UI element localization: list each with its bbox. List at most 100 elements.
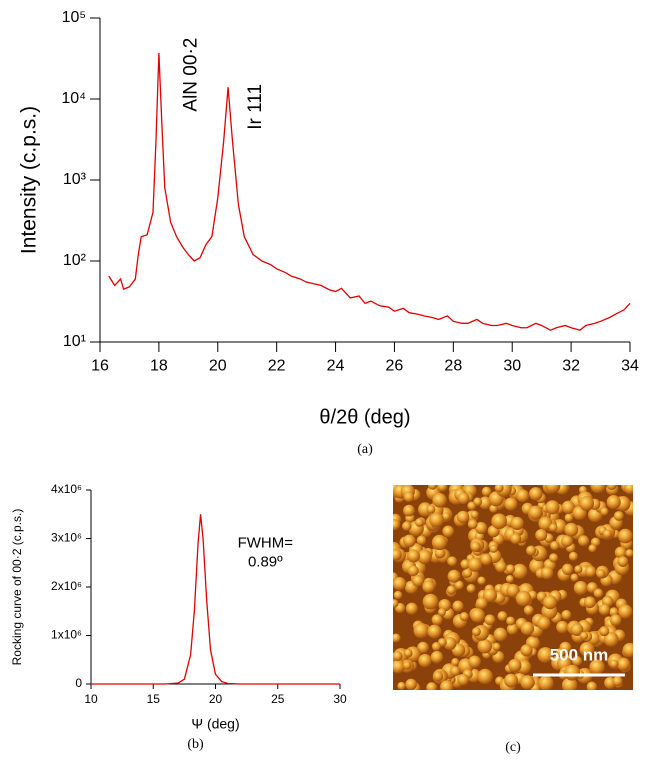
grain	[448, 570, 461, 583]
grain	[457, 511, 470, 524]
grain	[447, 556, 457, 566]
grain	[625, 549, 633, 557]
grain	[516, 591, 531, 606]
grain	[556, 621, 569, 634]
grain	[508, 659, 521, 672]
x-tick-label: 34	[621, 358, 639, 375]
grain	[432, 535, 447, 550]
annotation: AlN 00·2	[180, 38, 201, 112]
grain	[404, 492, 414, 502]
grain	[524, 605, 534, 615]
x-tick-label: 25	[271, 692, 285, 706]
grain	[394, 591, 403, 600]
grain	[422, 580, 435, 593]
y-tick-label: 1x10⁶	[51, 628, 82, 642]
grain	[458, 492, 470, 504]
grain	[460, 612, 469, 621]
grain	[607, 495, 621, 509]
grain	[588, 544, 596, 552]
grain	[543, 595, 557, 609]
grain	[603, 529, 612, 538]
y-tick-label: 0	[75, 676, 82, 690]
grain	[516, 489, 529, 502]
y-tick-label: 10⁵	[62, 9, 86, 26]
grain	[491, 513, 507, 529]
grain	[423, 594, 439, 610]
grain	[594, 588, 603, 597]
grain	[537, 617, 550, 630]
grain	[471, 511, 479, 519]
grain	[497, 611, 507, 621]
grain	[495, 483, 504, 492]
grain	[494, 628, 508, 642]
grain	[442, 525, 454, 537]
grain	[467, 584, 476, 593]
y-tick-label: 10²	[63, 252, 87, 269]
grain	[404, 649, 413, 658]
x-tick-label: 28	[444, 358, 462, 375]
image-caption: (c)	[505, 740, 521, 755]
grain	[437, 481, 447, 491]
grain	[412, 575, 424, 587]
grain	[418, 654, 432, 668]
grain	[587, 682, 598, 693]
grain	[390, 599, 399, 608]
grain	[549, 523, 557, 531]
grain	[495, 561, 507, 573]
grain	[393, 651, 403, 661]
grain	[477, 577, 485, 585]
grain	[541, 567, 554, 580]
grain	[528, 506, 542, 520]
grain	[506, 575, 514, 583]
grain	[470, 541, 480, 551]
grain	[415, 518, 424, 527]
grain	[463, 569, 472, 578]
grain	[545, 500, 559, 514]
grain	[538, 676, 553, 691]
grain	[393, 577, 407, 591]
grain	[428, 481, 437, 490]
grain	[599, 604, 610, 615]
grain	[623, 643, 638, 658]
grain	[520, 644, 532, 656]
grain	[438, 608, 446, 616]
y-tick-label: 4x10⁶	[51, 482, 82, 496]
x-axis-title: Ψ (deg)	[191, 716, 239, 732]
grain	[406, 603, 418, 615]
grain	[512, 564, 527, 579]
y-tick-label: 10³	[63, 171, 87, 188]
grain	[427, 625, 441, 639]
x-tick-label: 24	[327, 358, 345, 375]
grain	[561, 610, 571, 620]
grain	[417, 535, 427, 545]
scale-label: 500 nm	[550, 645, 609, 664]
grain	[484, 614, 495, 625]
grain	[477, 639, 492, 654]
x-tick-label: 22	[268, 358, 286, 375]
grain	[578, 535, 589, 546]
grain	[467, 501, 476, 510]
grain	[504, 497, 517, 510]
grain	[413, 623, 428, 638]
data-line	[91, 514, 340, 684]
grain	[408, 565, 419, 576]
grain	[447, 585, 456, 594]
x-tick-label: 20	[209, 358, 227, 375]
x-tick-label: 16	[91, 358, 109, 375]
grain	[614, 511, 624, 521]
grain	[426, 682, 437, 693]
x-tick-label: 26	[386, 358, 404, 375]
grain	[429, 513, 444, 528]
annotation: FWHM=	[238, 534, 294, 551]
grain	[391, 660, 405, 674]
grain	[470, 608, 484, 622]
grain	[480, 553, 492, 565]
caption: (a)	[357, 442, 373, 457]
x-tick-label: 32	[562, 358, 580, 375]
grain	[574, 581, 588, 595]
grain	[569, 552, 578, 561]
grain	[570, 574, 578, 582]
grain	[607, 480, 617, 490]
grain	[426, 505, 435, 514]
grain	[618, 605, 632, 619]
